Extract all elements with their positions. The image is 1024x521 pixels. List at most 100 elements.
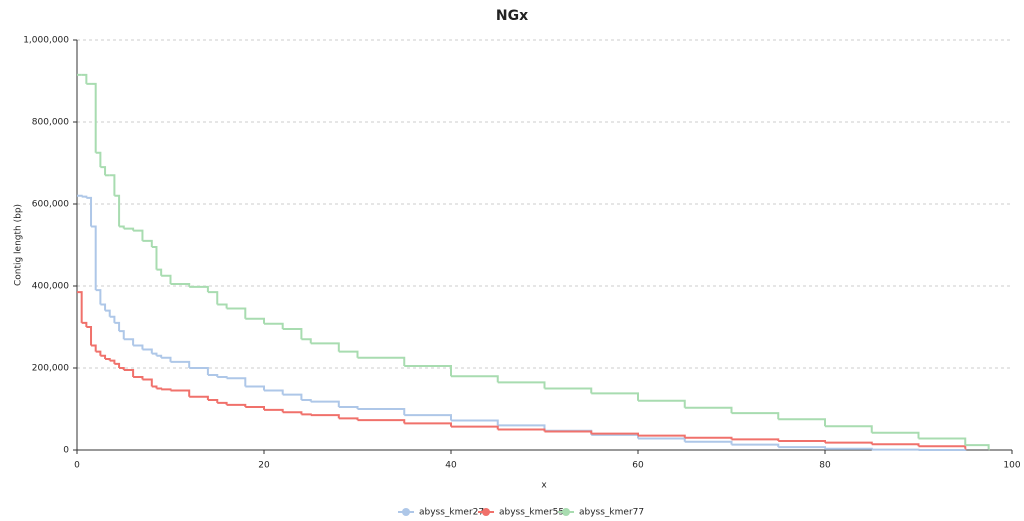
line-step [404, 414, 452, 421]
line-step [91, 225, 97, 291]
x-tick-label: 60 [632, 461, 644, 471]
line-step [81, 321, 88, 327]
line-step [544, 387, 593, 394]
line-step [918, 437, 967, 446]
legend-marker [402, 508, 410, 516]
line-step [123, 227, 135, 231]
line-step [189, 367, 209, 375]
line-step [778, 446, 826, 449]
line-step [105, 357, 111, 361]
y-tick-label: 0 [63, 446, 69, 456]
line-step [109, 174, 116, 196]
line-step [357, 419, 406, 424]
x-tick-label: 40 [445, 461, 457, 471]
line-step [105, 309, 111, 317]
line-step [264, 408, 284, 413]
x-axis-label: x [541, 481, 547, 491]
line-step [133, 229, 144, 241]
line-step [918, 445, 967, 449]
y-tick-label: 800,000 [32, 118, 69, 128]
line-step [189, 395, 209, 400]
line-step [226, 307, 247, 319]
line-step [161, 274, 172, 284]
y-tick-label: 600,000 [32, 200, 69, 210]
x-tick-label: 80 [819, 461, 831, 471]
line-step [731, 443, 780, 448]
legend-label: abyss_kmer77 [579, 508, 644, 518]
y-tick-label: 200,000 [32, 364, 69, 374]
line-step [95, 289, 102, 305]
line-step [825, 441, 873, 445]
y-tick-label: 400,000 [32, 282, 69, 292]
line-step [156, 268, 163, 276]
line-step [451, 419, 499, 426]
line-step [282, 393, 303, 400]
line-step [119, 367, 125, 371]
line-step [217, 303, 228, 309]
line-step [91, 344, 97, 352]
line-step [282, 328, 303, 340]
line-step [207, 291, 219, 305]
line-step [133, 344, 144, 350]
line-step [217, 401, 228, 405]
line-step [965, 444, 990, 450]
line-step [119, 330, 125, 340]
line-step [114, 362, 121, 368]
line-step [245, 405, 265, 410]
line-step [207, 398, 219, 403]
line-step [77, 291, 83, 323]
line-step [778, 439, 826, 443]
x-tick-label: 0 [74, 461, 80, 471]
chart-title: NGx [496, 8, 528, 24]
line-step [357, 356, 406, 366]
line-step [338, 405, 359, 409]
line-step [731, 438, 780, 441]
line-step [264, 322, 284, 330]
line-step [301, 338, 312, 344]
x-tick-label: 20 [258, 461, 270, 471]
legend-label: abyss_kmer55 [499, 508, 564, 518]
line-step [871, 443, 920, 447]
line-step [731, 412, 780, 420]
line-step [123, 369, 135, 378]
line-step [451, 425, 499, 430]
line-step [226, 403, 247, 407]
line-step [226, 377, 247, 387]
legend-label: abyss_kmer27 [419, 508, 484, 518]
line-step [310, 342, 340, 352]
line-step [825, 447, 873, 450]
line-step [638, 437, 686, 442]
line-step [95, 151, 102, 168]
line-step [301, 398, 312, 402]
line-step [114, 321, 121, 332]
line-step [170, 360, 191, 368]
line-step [638, 434, 686, 438]
line-step [497, 428, 546, 432]
line-step [591, 392, 639, 401]
line-step [245, 317, 265, 324]
line-step [451, 375, 499, 383]
line-step [684, 406, 733, 414]
line-step [638, 399, 686, 408]
line-step [497, 381, 546, 389]
line-step [142, 378, 153, 387]
line-step [133, 376, 144, 380]
line-step [338, 417, 359, 421]
line-step [77, 194, 83, 197]
line-step [544, 430, 593, 434]
line-step [109, 359, 116, 364]
line-step [142, 348, 153, 354]
line-step [151, 352, 158, 356]
line-step [301, 413, 312, 416]
y-tick-label: 1,000,000 [23, 36, 69, 46]
line-step [871, 431, 920, 439]
line-step [404, 422, 452, 427]
line-step [161, 356, 172, 362]
line-step [684, 440, 733, 445]
line-step [123, 338, 135, 346]
line-step [357, 408, 406, 416]
line-step [684, 436, 733, 440]
legend-marker [562, 508, 570, 516]
line-step [310, 400, 340, 407]
line-step [189, 285, 209, 293]
